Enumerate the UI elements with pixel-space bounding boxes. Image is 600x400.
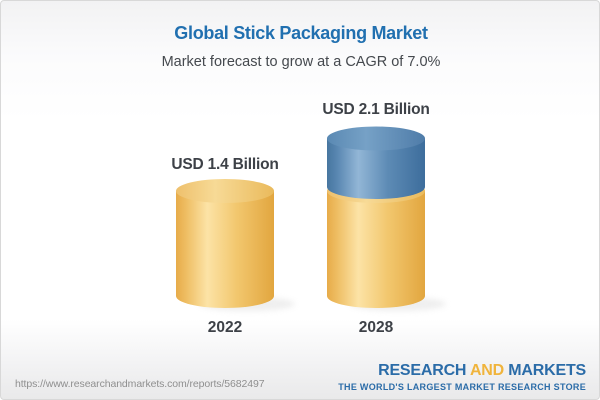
axis-label-2028: 2028 [358, 319, 394, 336]
logo-word-research: RESEARCH [378, 362, 467, 379]
logo-word-and: AND [469, 362, 505, 379]
bar-2028-base-value-body [327, 191, 425, 308]
bar-2028-forecast-growth-body [327, 138, 425, 199]
bar-value-label-2028: USD 2.1 Billion [322, 101, 430, 118]
bar-2022-base-value-body [176, 191, 274, 308]
bar-value-label-2022: USD 1.4 Billion [171, 156, 279, 173]
source-url-link[interactable]: https://www.researchandmarkets.com/repor… [15, 378, 265, 390]
bar-2022-base-value-top [176, 179, 274, 203]
chart-title: Global Stick Packaging Market [174, 23, 428, 43]
axis-label-2022: 2022 [207, 319, 243, 336]
logo-wordmark: RESEARCH AND MARKETS [378, 363, 586, 379]
research-and-markets-logo: RESEARCH AND MARKETS THE WORLD'S LARGEST… [338, 363, 586, 393]
logo-word-markets: MARKETS [508, 362, 586, 379]
logo-tagline: THE WORLD'S LARGEST MARKET RESEARCH STOR… [338, 382, 586, 392]
chart-subtitle: Market forecast to grow at a CAGR of 7.0… [161, 54, 441, 70]
bar-2028-forecast-growth-top [327, 126, 425, 151]
